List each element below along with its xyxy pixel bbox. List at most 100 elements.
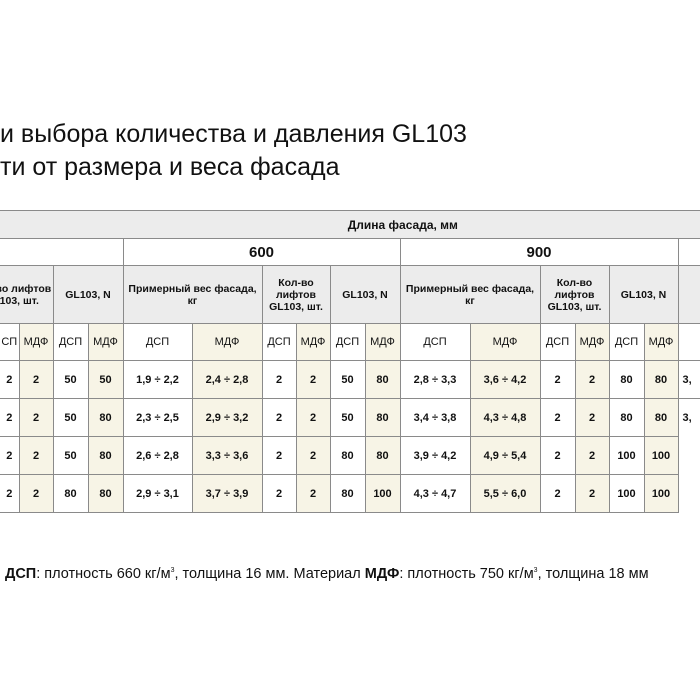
- note-text: , толщина 18 мм: [537, 566, 649, 582]
- table-cell: 2: [0, 474, 20, 513]
- weight-header-600: Примерный вес фасада, кг: [122, 265, 263, 324]
- table-cell: 80: [87, 436, 124, 475]
- table-cell: 1,9 ÷ 2,2: [122, 360, 193, 399]
- size-600-header: 600: [122, 238, 401, 266]
- superscript: 3: [533, 567, 538, 575]
- material-subheader: ДСП: [539, 323, 576, 361]
- table-cell: 2: [0, 436, 20, 475]
- table-cell: [677, 474, 700, 513]
- superscript: 3: [170, 567, 175, 575]
- table-cell: 3,4 ÷ 3,8: [399, 398, 471, 437]
- dsp-label: ДСП: [5, 566, 37, 582]
- material-subheader: ДСП: [122, 323, 193, 361]
- table-cell: 2: [18, 474, 54, 513]
- table-cell: 3,7 ÷ 3,9: [191, 474, 263, 513]
- note-text: : плотность 660 кг/м: [36, 566, 171, 582]
- material-subheader: ДСП: [608, 323, 645, 361]
- material-subheader: МДФ: [364, 323, 401, 361]
- table-cell: [677, 436, 700, 475]
- table-cell: 2: [574, 474, 610, 513]
- material-subheader: МДФ: [18, 323, 54, 361]
- table-cell: 80: [364, 398, 401, 437]
- facade-length-header: Длина фасада, мм: [0, 210, 700, 239]
- table-cell: 2: [18, 436, 54, 475]
- table-cell: 4,9 ÷ 5,4: [469, 436, 541, 475]
- mdf-label: МДФ: [364, 566, 400, 582]
- table-cell: 2: [295, 360, 331, 399]
- material-subheader: ДСП: [399, 323, 471, 361]
- table-cell: 80: [329, 474, 366, 513]
- table-cell: 2: [539, 398, 576, 437]
- table-cell: 50: [52, 436, 89, 475]
- force-header: GL103, N: [52, 265, 124, 324]
- table-cell: 80: [364, 360, 401, 399]
- force-header-600: GL103, N: [329, 265, 401, 324]
- material-subheader: МДФ: [643, 323, 679, 361]
- size-900-header: 900: [399, 238, 679, 266]
- material-subheader: МДФ: [191, 323, 263, 361]
- table-cell: 100: [364, 474, 401, 513]
- table-cell: 2: [18, 398, 54, 437]
- table-row: 2 2 80 80 2,9 ÷ 3,1 3,7 ÷ 3,9 2 2 80 100 4,3 ÷ 4,7…: [0, 474, 700, 513]
- empty-size-cell: [677, 238, 700, 266]
- table-cell: 3,9 ÷ 4,2: [399, 436, 471, 475]
- material-subheader: ДСП: [261, 323, 297, 361]
- table-cell: 100: [608, 474, 645, 513]
- table-cell: 2: [574, 398, 610, 437]
- weight-header-900: Примерный вес фасада, кг: [399, 265, 541, 324]
- document-title-line2: ти от размера и веса фасада: [0, 153, 340, 181]
- table-cell: 2: [539, 474, 576, 513]
- table-cell: 2: [295, 398, 331, 437]
- material-note: ДСП: плотность 660 кг/м3, толщина 16 мм.…: [5, 566, 649, 582]
- table-cell: 2,9 ÷ 3,2: [191, 398, 263, 437]
- table-row: 2 2 50 80 2,6 ÷ 2,8 3,3 ÷ 3,6 2 2 80 80 3,9 ÷ 4,2 4…: [0, 436, 700, 475]
- lifts-count-header-600: Кол-во лифтов GL103, шт.: [261, 265, 331, 324]
- table-cell: 3,6 ÷ 4,2: [469, 360, 541, 399]
- table-cell: 2,3 ÷ 2,5: [122, 398, 193, 437]
- table-cell: 2: [574, 360, 610, 399]
- table-cell: 80: [87, 474, 124, 513]
- table-cell: 2: [295, 436, 331, 475]
- table-cell: 80: [643, 360, 679, 399]
- table-cell: 2: [0, 360, 20, 399]
- document-title-line1: и выбора количества и давления GL103: [0, 120, 467, 148]
- table-cell: 80: [87, 398, 124, 437]
- force-header-900: GL103, N: [608, 265, 679, 324]
- table-cell: 50: [52, 360, 89, 399]
- note-text: : плотность 750 кг/м: [399, 566, 534, 582]
- table-cell: 4,3 ÷ 4,8: [469, 398, 541, 437]
- next-group-header: [677, 265, 700, 324]
- table-cell: 3,: [677, 398, 700, 437]
- table-cell: 50: [329, 360, 366, 399]
- note-text: , толщина 16 мм. Материал: [174, 566, 365, 582]
- table-cell: 2: [539, 360, 576, 399]
- material-subheader: МДФ: [295, 323, 331, 361]
- table-cell: 80: [643, 398, 679, 437]
- table-cell: 2: [261, 360, 297, 399]
- table-cell: 2,8 ÷ 3,3: [399, 360, 471, 399]
- table-cell: 3,: [677, 360, 700, 399]
- table-cell: 100: [608, 436, 645, 475]
- table-cell: 4,3 ÷ 4,7: [399, 474, 471, 513]
- table-cell: 50: [329, 398, 366, 437]
- table-cell: 3,3 ÷ 3,6: [191, 436, 263, 475]
- table-cell: 80: [52, 474, 89, 513]
- material-subheader: СП: [0, 323, 20, 361]
- table-cell: 80: [364, 436, 401, 475]
- table-cell: 2,9 ÷ 3,1: [122, 474, 193, 513]
- table-cell: 80: [608, 360, 645, 399]
- table-row: 2 2 50 80 2,3 ÷ 2,5 2,9 ÷ 3,2 2 2 50 80 3,4 ÷ 3,8 4…: [0, 398, 700, 437]
- table-cell: 2: [574, 436, 610, 475]
- table-cell: 2: [261, 398, 297, 437]
- table-cell: 2: [261, 474, 297, 513]
- lift-selection-table: Длина фасада, мм 600 900 Кол-во лифтов G…: [0, 210, 700, 513]
- material-subheader: МДФ: [574, 323, 610, 361]
- table-row: 2 2 50 50 1,9 ÷ 2,2 2,4 ÷ 2,8 2 2 50 80 2,8 ÷ 3,3 3…: [0, 360, 700, 399]
- material-subheader: МДФ: [469, 323, 541, 361]
- table-cell: 5,5 ÷ 6,0: [469, 474, 541, 513]
- table-cell: 2,4 ÷ 2,8: [191, 360, 263, 399]
- table-cell: 100: [643, 474, 679, 513]
- lifts-count-header: Кол-во лифтов GL103, шт.: [0, 265, 54, 324]
- table-cell: 2: [18, 360, 54, 399]
- table-cell: 2,6 ÷ 2,8: [122, 436, 193, 475]
